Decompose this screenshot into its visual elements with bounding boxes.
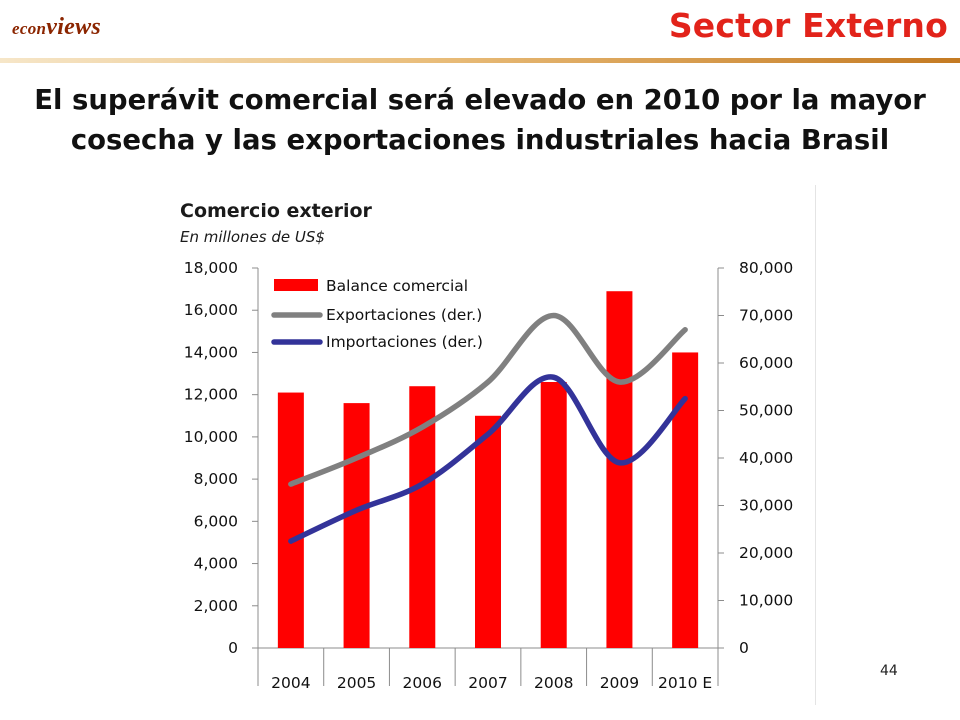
logo-part-views: views [46, 14, 102, 40]
headline-line-1: El superávit comercial será elevado en 2… [34, 84, 926, 116]
left-tick-label: 16,000 [184, 301, 238, 319]
right-tick-label: 40,000 [739, 449, 793, 467]
left-tick-label: 14,000 [184, 343, 238, 361]
logo-part-econ: econ [12, 19, 47, 38]
right-tick-label: 80,000 [739, 259, 793, 277]
legend-label-1: Exportaciones (der.) [326, 306, 482, 324]
x-tick-label: 2008 [534, 674, 573, 692]
right-tick-label: 50,000 [739, 402, 793, 420]
legend-label-2: Importaciones (der.) [326, 333, 483, 351]
x-tick-label: 2004 [271, 674, 310, 692]
left-tick-label: 2,000 [194, 597, 238, 615]
left-tick-label: 10,000 [184, 428, 238, 446]
x-tick-label: 2007 [468, 674, 507, 692]
left-tick-label: 18,000 [184, 259, 238, 277]
right-tick-label: 0 [739, 639, 749, 657]
chart-subtitle: En millones de US$ [180, 228, 325, 246]
left-tick-label: 12,000 [184, 386, 238, 404]
slide-headline: El superávit comercial será elevado en 2… [0, 80, 960, 160]
bar-balance-2004 [277, 392, 304, 648]
right-tick-label: 70,000 [739, 307, 793, 325]
x-tick-label: 2010 E [658, 674, 712, 692]
x-tick-label: 2005 [337, 674, 376, 692]
header-divider [0, 58, 960, 63]
x-tick-label: 2006 [403, 674, 442, 692]
left-tick-label: 6,000 [194, 512, 238, 530]
right-tick-label: 20,000 [739, 544, 793, 562]
bar-balance-2007 [475, 415, 501, 648]
axis-labels: 0 2,000 4,000 6,000 8,000 10,000 12,000 14,000 1… [184, 259, 794, 692]
line-series [288, 312, 688, 544]
page-number: 44 [880, 663, 898, 679]
left-tick-label: 8,000 [194, 470, 238, 488]
bar-series [277, 291, 699, 648]
right-tick-label: 60,000 [739, 354, 793, 372]
legend-label-0: Balance comercial [326, 277, 468, 295]
x-tick-label: 2009 [600, 674, 639, 692]
headline-line-2: cosecha y las exportaciones industriales… [70, 124, 890, 156]
bar-balance-2008 [540, 382, 567, 648]
legend-swatch-balance [274, 279, 318, 291]
right-tick-label: 10,000 [739, 592, 793, 610]
right-tick-label: 30,000 [739, 497, 793, 515]
left-tick-label: 4,000 [194, 555, 238, 573]
chart-legend: Balance comercial Exportaciones (der.) Imp… [271, 277, 483, 351]
left-tick-label: 0 [228, 639, 238, 657]
bar-balance-2005 [343, 403, 370, 648]
section-title: Sector Externo [668, 6, 948, 45]
bar-balance-2009 [606, 291, 633, 648]
econviews-logo: econviews [12, 14, 101, 41]
chart-title: Comercio exterior [180, 200, 372, 222]
